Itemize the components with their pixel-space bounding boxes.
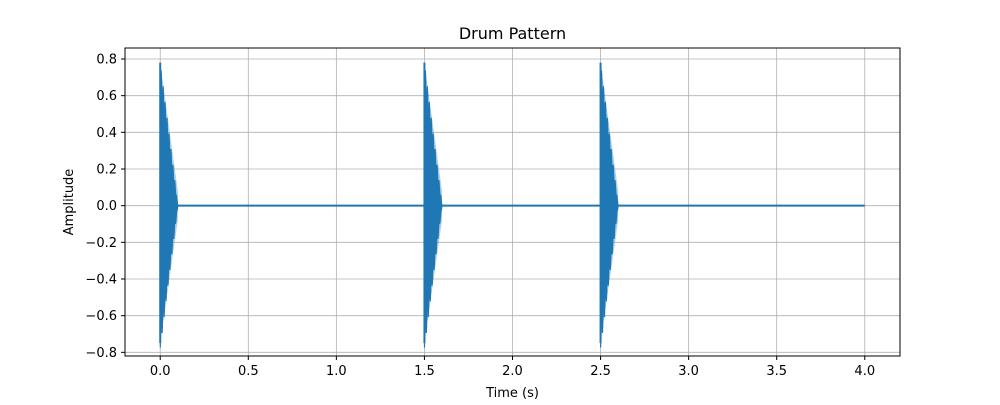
x-tick-label: 3.5 (766, 364, 787, 379)
x-tick-label: 0.0 (150, 364, 171, 379)
x-tick-label: 1.0 (326, 364, 347, 379)
y-tick-label: 0.8 (96, 53, 117, 68)
x-tick-label: 0.5 (238, 364, 259, 379)
y-tick-label: 0.0 (96, 199, 117, 214)
y-tick-label: 0.4 (96, 126, 117, 141)
x-tick-label: 4.0 (854, 364, 875, 379)
drum-hit (599, 70, 619, 348)
grid (125, 48, 900, 356)
y-tick-label: −0.8 (85, 346, 117, 361)
y-tick-label: −0.6 (85, 309, 117, 324)
drum-hit (423, 70, 443, 348)
x-tick-label: 2.5 (590, 364, 611, 379)
y-axis-ticks: −0.8 −0.6 −0.4 −0.2 0.0 0.2 0.4 0.6 0.8 (85, 53, 125, 361)
drum-hit-envelope (424, 62, 443, 343)
drum-hit-envelope (160, 62, 178, 343)
chart-title: Drum Pattern (459, 24, 566, 43)
y-tick-label: 0.2 (96, 163, 117, 178)
x-axis-ticks: 0.0 0.5 1.0 1.5 2.0 2.5 3.0 3.5 4.0 (150, 356, 875, 379)
drum-hit-envelope (600, 62, 619, 343)
x-axis-label: Time (s) (485, 386, 539, 400)
drum-hit (159, 70, 179, 348)
x-tick-label: 1.5 (414, 364, 435, 379)
y-tick-label: −0.2 (85, 236, 117, 251)
series-layer (159, 62, 865, 348)
y-tick-label: 0.6 (96, 89, 117, 104)
x-tick-label: 3.0 (678, 364, 699, 379)
x-tick-label: 2.0 (502, 364, 523, 379)
y-axis-label: Amplitude (62, 169, 77, 236)
y-tick-label: −0.4 (85, 273, 117, 288)
